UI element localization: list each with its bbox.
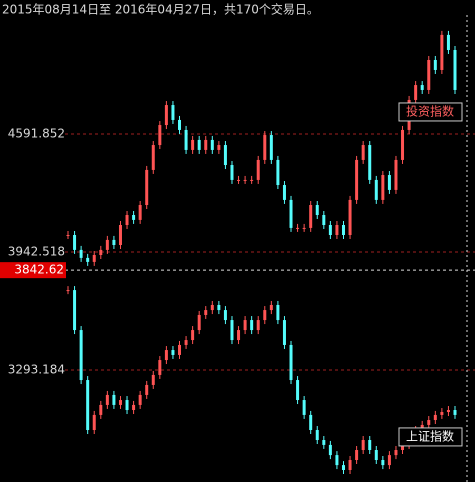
y-tick-label: 4591.852 [8,126,65,140]
y-tick-label: 3942.518 [8,244,65,258]
legend-box [398,102,463,122]
crosshair-label-bg [0,262,66,279]
legend-box [398,427,463,447]
crosshair-label: 3842.62 [14,263,64,277]
legend-label: 上证指数 [406,428,454,443]
y-tick-label: 3293.184 [8,363,65,377]
legend-label: 投资指数 [406,103,454,118]
chart-title: 2015年08月14日至 2016年04月27日，共170个交易日。 [2,2,319,17]
